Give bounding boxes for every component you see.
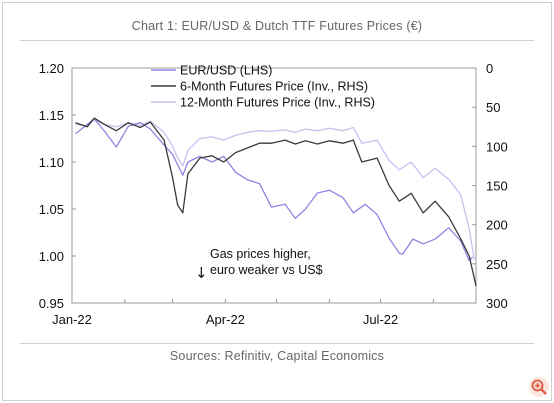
left-axis-tick-label: 1.20 <box>39 61 64 76</box>
right-axis-tick-label: 0 <box>486 61 493 76</box>
zoom-in-icon <box>531 379 547 395</box>
six-month-futures-line <box>75 117 477 286</box>
annotation: ↓ Gas prices higher, euro weaker vs US$ <box>195 247 323 282</box>
annotation-line-1: Gas prices higher, <box>210 247 311 261</box>
annotation-line-2: euro weaker vs US$ <box>210 263 323 277</box>
left-axis-tick-label: 1.00 <box>39 249 64 264</box>
x-axis-tick-label: Apr-22 <box>206 312 245 327</box>
twelve-month-futures-line <box>75 119 475 261</box>
right-axis-tick-label: 200 <box>486 218 508 233</box>
down-arrow-icon: ↓ <box>195 264 208 282</box>
eurusd-line <box>74 118 474 262</box>
left-axis-tick-label: 0.95 <box>39 296 64 311</box>
left-axis-tick-label: 1.15 <box>39 108 64 123</box>
legend-eurusd-label: EUR/USD (LHS) <box>180 64 272 78</box>
zoom-button[interactable] <box>529 377 549 397</box>
x-axis-tick-label: Jul-22 <box>363 312 398 327</box>
right-axis-tick-label: 50 <box>486 100 500 115</box>
legend-six-month-label: 6-Month Futures Price (Inv., RHS) <box>180 80 368 94</box>
right-axis-tick-label: 300 <box>486 296 508 311</box>
chart-title: Chart 1: EUR/USD & Dutch TTF Futures Pri… <box>131 19 423 33</box>
left-axis-tick-label: 1.05 <box>39 202 64 217</box>
left-axis-tick-label: 1.10 <box>39 155 64 170</box>
right-axis-tick-label: 100 <box>486 139 508 154</box>
source-note: Sources: Refinitiv, Capital Economics <box>169 349 385 363</box>
x-axis-tick-label: Jan-22 <box>52 312 92 327</box>
title-divider <box>20 40 534 41</box>
right-axis-tick-label: 250 <box>486 257 508 272</box>
legend-twelve-month-label: 12-Month Futures Price (Inv., RHS) <box>180 96 375 110</box>
source-divider <box>20 343 534 344</box>
right-axis-tick-label: 150 <box>486 179 508 194</box>
